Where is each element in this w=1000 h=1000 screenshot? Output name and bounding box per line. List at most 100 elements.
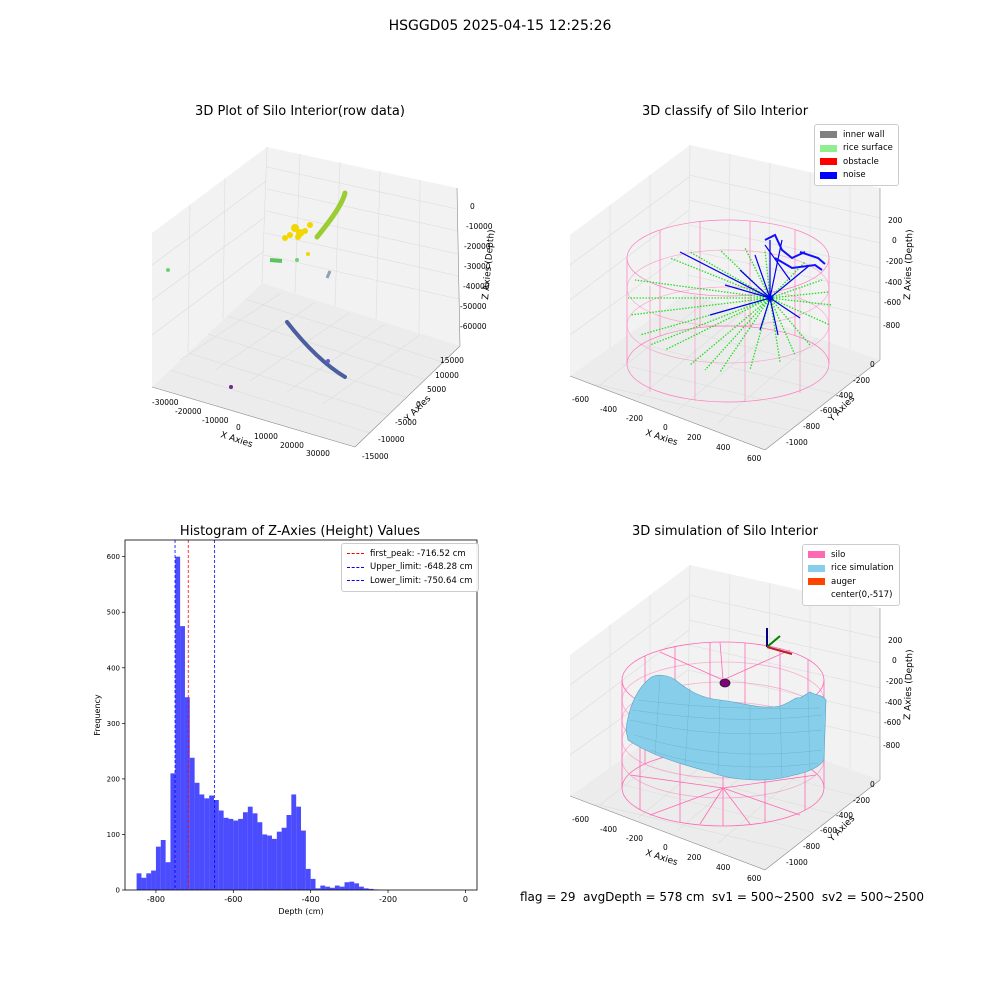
legend-item-rice-simulation: rice simulation (808, 562, 894, 576)
histogram-bar (165, 862, 171, 890)
x-tick-label: 30000 (306, 449, 330, 458)
axis-edges (151, 187, 461, 448)
x-tick-label: -200 (626, 834, 643, 843)
x-tick-label: 600 (747, 454, 762, 463)
z-tick-label: -200 (886, 257, 903, 266)
simulation-3d-plot[interactable]: -600 -400 -200 0 200 400 600 0 -200 -400… (560, 560, 940, 890)
y-tick-label: 200 (107, 775, 120, 783)
y-tick-label: -15000 (362, 452, 389, 461)
legend-item-auger: auger (808, 575, 894, 589)
histogram-bar (204, 798, 210, 890)
legend-item-inner-wall: inner wall (820, 128, 893, 142)
figure-title: HSGGD05 2025-04-15 12:25:26 (388, 18, 612, 34)
x-tick-label: 10000 (254, 432, 278, 441)
x-axis-label: X Axies (644, 848, 679, 868)
histogram-bar (267, 835, 272, 890)
y-tick-label: 0 (870, 780, 875, 789)
x-tick-label: -20000 (175, 407, 202, 416)
x-tick-label: -800 (147, 895, 165, 904)
y-axis-label: Frequency (93, 694, 102, 736)
simulation-legend: silo rice simulation auger center(0,-517… (802, 544, 900, 606)
y-tick-label: 100 (107, 831, 120, 839)
histogram-bar (184, 697, 190, 890)
histogram-bar (160, 840, 166, 890)
histogram-bar (194, 782, 200, 890)
histogram-bar (257, 822, 263, 890)
histogram-bar (170, 773, 176, 890)
legend-swatch (820, 171, 837, 179)
histogram-bar (180, 626, 185, 890)
histogram-bar (146, 873, 152, 890)
raw-point (166, 268, 170, 272)
histogram-bar (141, 877, 147, 890)
x-tick-label: 200 (687, 433, 702, 442)
histogram-legend: first_peak: -716.52 cm Upper_limit: -648… (341, 543, 479, 592)
legend-line (347, 553, 364, 555)
legend-label: noise (843, 170, 866, 181)
x-tick-label: 0 (463, 895, 468, 904)
histogram-bar (359, 886, 364, 890)
histogram-bar (155, 846, 161, 890)
x-tick-label: 200 (687, 853, 702, 862)
y-tick-label: -600 (820, 826, 837, 835)
y-tick-label: -400 (836, 811, 853, 820)
rice-surface-mesh (629, 677, 823, 779)
classify-legend: inner wall rice surface obstacle noise (814, 124, 899, 186)
legend-label: obstacle (843, 156, 879, 167)
histogram-bar (354, 883, 360, 890)
legend-swatch (808, 551, 825, 559)
z-tick-label: 0 (470, 202, 475, 211)
histogram-title: Histogram of Z-Axies (Height) Values (179, 524, 421, 539)
x-tick-label: 0 (663, 423, 668, 432)
x-tick-label: -600 (572, 815, 589, 824)
legend-item-silo: silo (808, 548, 894, 562)
z-tick-label: -200 (886, 677, 903, 686)
x-tick-label: -200 (626, 414, 643, 423)
y-tick-labels: 0 -200 -400 -600 -800 -1000 (786, 780, 875, 867)
raw-data-3d-plot[interactable]: -30000 -20000 -10000 0 10000 20000 30000… (130, 125, 510, 465)
y-tick-label: 500 (107, 609, 120, 617)
legend-swatch (808, 578, 825, 586)
x-tick-label: 20000 (280, 441, 304, 450)
histogram-bar (228, 818, 234, 890)
y-tick-label: 15000 (440, 356, 464, 365)
legend-label: center(0,-517) (831, 590, 893, 601)
raw-point (295, 258, 299, 262)
z-axis-label: Z Axies (Depth) (903, 229, 915, 300)
histogram-bar (136, 873, 142, 890)
histogram-bar (325, 886, 331, 890)
histogram-bar (363, 888, 369, 890)
y-tick-label: 600 (107, 553, 120, 561)
legend-item-noise: noise (820, 169, 893, 183)
legend-label: silo (831, 549, 846, 560)
x-tick-label: 600 (747, 874, 762, 883)
classify-3d-plot[interactable]: -600 -400 -200 0 200 400 600 0 -200 -400… (560, 140, 940, 470)
histogram-bar (247, 806, 253, 890)
histogram-bar (301, 830, 306, 890)
histogram-bar (344, 882, 350, 890)
legend-item-upper-limit: Upper_limit: -648.28 cm (347, 561, 473, 575)
noise-points-cluster (764, 233, 826, 271)
x-axis-label: Depth (cm) (278, 907, 323, 916)
raw-point-trail-green (314, 190, 348, 240)
legend-swatch (820, 131, 837, 139)
silo-wireframe (626, 219, 830, 403)
histogram-chart[interactable]: -800 -600 -400 -200 0 0 100 200 300 400 500 600 De… (90, 535, 490, 920)
histogram-bar (223, 817, 229, 890)
grid-lines (151, 146, 460, 434)
x-tick-label: 0 (236, 423, 241, 432)
z-tick-label: -20000 (464, 242, 491, 251)
z-tick-label: -60000 (460, 322, 487, 331)
legend-swatch (820, 144, 837, 152)
histogram-bar (310, 878, 316, 890)
histogram-bar (315, 888, 321, 890)
histogram-bar (209, 795, 214, 890)
z-tick-label: -30000 (464, 262, 491, 271)
histogram-reference-lines (174, 540, 216, 890)
x-tick-labels: -30000 -20000 -10000 0 10000 20000 30000 (152, 398, 330, 458)
legend-label: auger (831, 576, 856, 587)
back-panes (570, 145, 880, 376)
raw-point (229, 385, 233, 389)
y-tick-labels: 0 -200 -400 -600 -800 -1000 (786, 360, 875, 447)
histogram-bar (296, 806, 301, 890)
